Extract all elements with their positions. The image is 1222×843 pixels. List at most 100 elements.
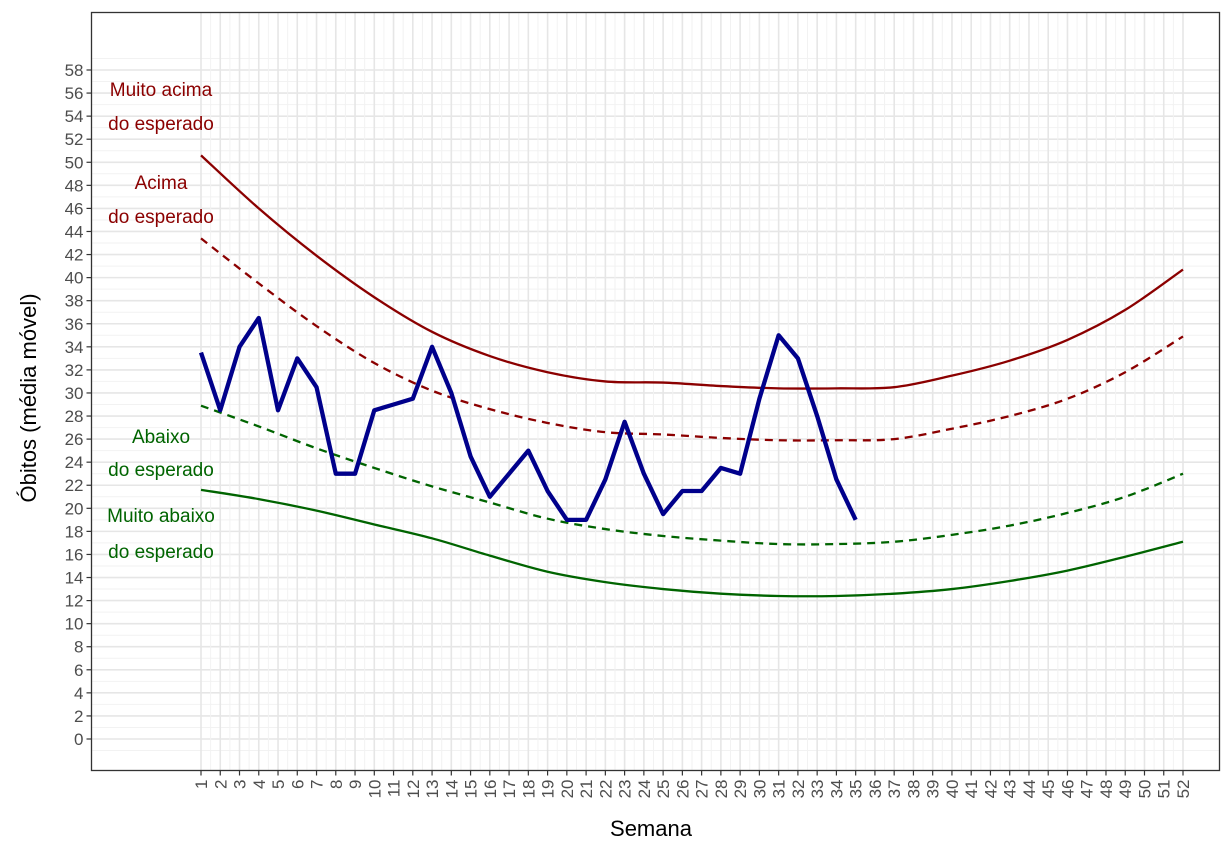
plot-lines xyxy=(198,154,1184,598)
x-tick-label: 11 xyxy=(385,780,404,798)
y-tick-label: 54 xyxy=(65,107,84,126)
x-tick-label: 34 xyxy=(827,780,846,799)
y-tick-label: 28 xyxy=(65,407,84,426)
annotation-very-above-line-1: Muito acima xyxy=(110,80,213,101)
x-tick-label: 50 xyxy=(1135,780,1154,799)
axis-ticks: 0246810121416182022242628303234363840424… xyxy=(65,61,1193,798)
x-tick-label: 46 xyxy=(1058,780,1077,799)
annotation-above-line-2: do esperado xyxy=(108,207,214,228)
y-tick-label: 50 xyxy=(65,153,84,172)
x-tick-label: 10 xyxy=(365,780,384,799)
y-tick-label: 0 xyxy=(74,730,83,749)
y-axis-title: Óbitos (média móvel) xyxy=(16,293,41,502)
y-tick-label: 48 xyxy=(65,176,84,195)
y-tick-label: 24 xyxy=(65,453,84,472)
x-tick-label: 20 xyxy=(558,780,577,799)
x-tick-label: 43 xyxy=(1001,780,1020,799)
x-tick-label: 33 xyxy=(808,780,827,799)
annotation-very-above-line-2: do esperado xyxy=(108,114,214,135)
series-above-threshold xyxy=(200,237,1184,442)
x-tick-label: 23 xyxy=(616,780,635,799)
x-tick-label: 5 xyxy=(269,780,288,789)
series-below-threshold xyxy=(200,404,1184,546)
y-tick-label: 42 xyxy=(65,246,84,265)
x-tick-label: 48 xyxy=(1097,780,1116,799)
x-tick-label: 52 xyxy=(1174,780,1193,799)
y-tick-label: 32 xyxy=(65,361,84,380)
annotation-below-line-1: Abaixo xyxy=(132,427,190,448)
x-tick-label: 6 xyxy=(288,780,307,789)
x-tick-label: 51 xyxy=(1155,780,1174,799)
x-tick-label: 24 xyxy=(635,780,654,799)
y-tick-label: 34 xyxy=(65,338,84,357)
x-tick-label: 1 xyxy=(192,780,211,789)
y-tick-label: 30 xyxy=(65,384,84,403)
x-tick-label: 7 xyxy=(308,780,327,789)
x-tick-label: 15 xyxy=(462,780,481,799)
x-tick-label: 32 xyxy=(789,780,808,799)
y-tick-label: 22 xyxy=(65,476,84,495)
annotation-very-below-line-2: do esperado xyxy=(108,542,214,563)
annotation-below-line-2: do esperado xyxy=(108,460,214,481)
x-tick-label: 42 xyxy=(981,780,1000,799)
x-tick-label: 41 xyxy=(962,780,981,799)
annotation-very-below-line-1: Muito abaixo xyxy=(107,506,215,527)
x-tick-label: 16 xyxy=(481,780,500,799)
x-axis-title: Semana xyxy=(610,816,693,841)
x-tick-label: 12 xyxy=(404,780,423,799)
x-tick-label: 31 xyxy=(770,780,789,799)
x-tick-label: 18 xyxy=(519,780,538,799)
x-tick-label: 45 xyxy=(1039,780,1058,799)
x-tick-label: 35 xyxy=(847,780,866,799)
x-tick-label: 47 xyxy=(1078,780,1097,799)
y-tick-label: 46 xyxy=(65,199,84,218)
series-very-below-threshold xyxy=(200,488,1184,598)
x-tick-label: 4 xyxy=(250,780,269,789)
y-tick-label: 20 xyxy=(65,499,84,518)
y-tick-label: 16 xyxy=(65,545,84,564)
annotations: Muito acima do esperado Acima do esperado Ab… xyxy=(107,80,215,563)
series-observed-deaths xyxy=(198,315,858,522)
x-tick-label: 38 xyxy=(904,780,923,799)
x-tick-label: 40 xyxy=(943,780,962,799)
x-tick-label: 37 xyxy=(885,780,904,799)
x-tick-label: 30 xyxy=(750,780,769,799)
x-tick-label: 14 xyxy=(442,780,461,799)
x-tick-label: 13 xyxy=(423,780,442,799)
x-tick-label: 8 xyxy=(327,780,346,789)
y-tick-label: 14 xyxy=(65,569,84,588)
x-tick-label: 26 xyxy=(673,780,692,799)
y-tick-label: 12 xyxy=(65,592,84,611)
plot-border xyxy=(90,11,1221,772)
y-tick-label: 58 xyxy=(65,61,84,80)
x-tick-label: 25 xyxy=(654,780,673,799)
y-tick-label: 10 xyxy=(65,615,84,634)
y-tick-label: 36 xyxy=(65,315,84,334)
y-tick-label: 18 xyxy=(65,522,84,541)
x-tick-label: 36 xyxy=(866,780,885,799)
x-tick-label: 17 xyxy=(500,780,519,799)
x-tick-label: 29 xyxy=(731,780,750,799)
series-very-above-threshold xyxy=(200,154,1184,390)
x-tick-label: 22 xyxy=(596,780,615,799)
x-tick-label: 49 xyxy=(1116,780,1135,799)
x-tick-label: 27 xyxy=(693,780,712,799)
y-tick-label: 2 xyxy=(74,707,83,726)
x-tick-label: 9 xyxy=(346,780,365,789)
x-tick-label: 28 xyxy=(712,780,731,799)
grid xyxy=(91,12,1220,771)
y-tick-label: 4 xyxy=(74,684,83,703)
y-tick-label: 44 xyxy=(65,222,84,241)
y-tick-label: 56 xyxy=(65,84,84,103)
x-tick-label: 39 xyxy=(924,780,943,799)
x-tick-label: 21 xyxy=(577,780,596,799)
y-tick-label: 26 xyxy=(65,430,84,449)
y-tick-label: 8 xyxy=(74,638,83,657)
x-tick-label: 19 xyxy=(539,780,558,799)
y-tick-label: 52 xyxy=(65,130,84,149)
x-tick-label: 3 xyxy=(231,780,250,789)
y-tick-label: 6 xyxy=(74,661,83,680)
x-tick-label: 44 xyxy=(1020,780,1039,799)
